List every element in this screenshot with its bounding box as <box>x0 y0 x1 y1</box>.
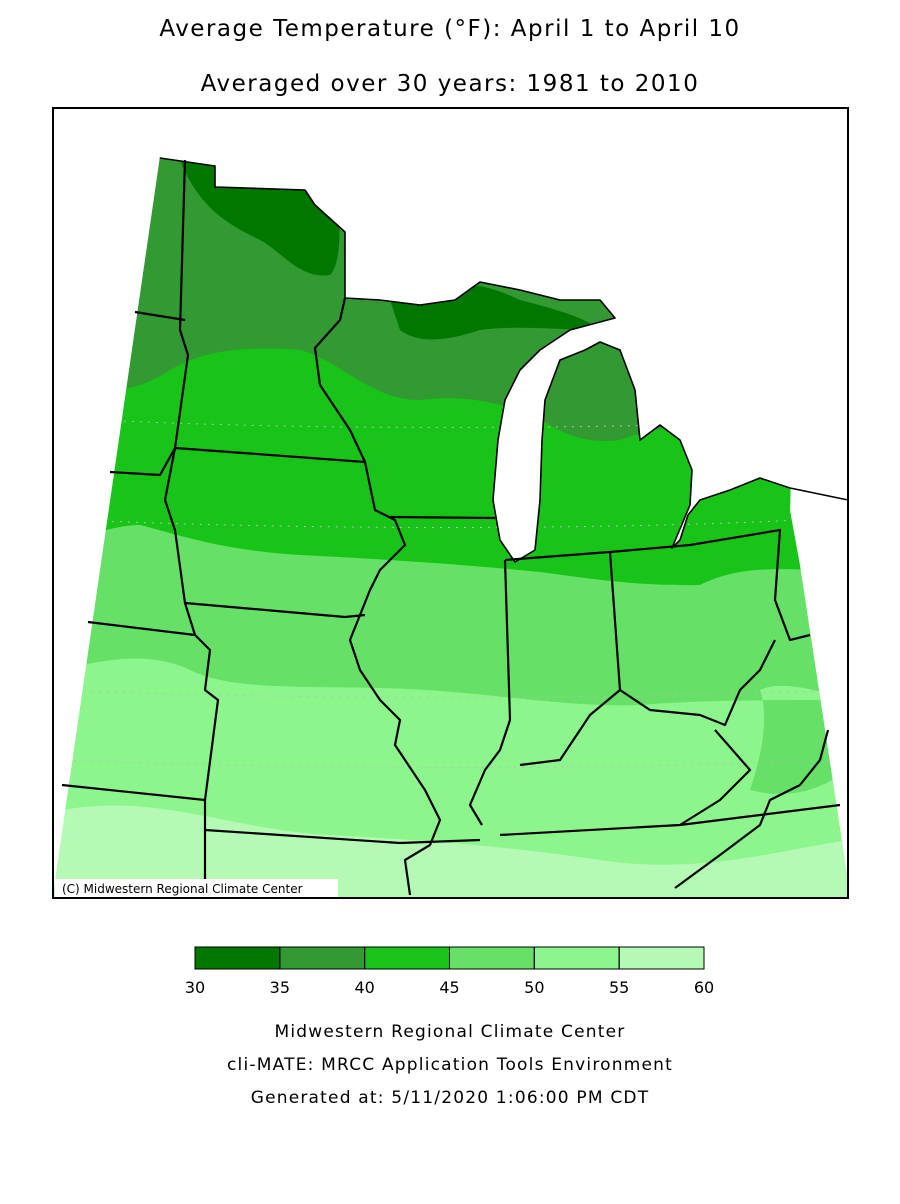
legend-label: 60 <box>694 978 714 997</box>
legend-label: 35 <box>270 978 290 997</box>
copyright: (C) Midwestern Regional Climate Center <box>62 882 303 896</box>
temperature-band <box>53 156 340 276</box>
graticule <box>57 419 848 768</box>
legend-swatch <box>533 946 620 970</box>
legend: 30 35 40 45 50 55 60 <box>185 946 714 997</box>
legend-swatch <box>194 946 281 970</box>
footer-line: Generated at: 5/11/2020 1:06:00 PM CDT <box>251 1088 650 1108</box>
legend-swatch <box>279 946 366 970</box>
legend-swatch <box>449 946 535 970</box>
legend-swatch <box>364 946 450 970</box>
map-frame <box>52 107 849 899</box>
copyright-box <box>55 879 338 897</box>
legend-label: 40 <box>354 978 374 997</box>
footer-line: Midwestern Regional Climate Center <box>275 1022 626 1042</box>
footer-line: cli-MATE: MRCC Application Tools Environ… <box>227 1055 673 1075</box>
legend-label: 45 <box>439 978 459 997</box>
outside-mask <box>790 500 848 898</box>
map-title: Average Temperature (°F): April 1 to Apr… <box>159 16 740 42</box>
legend-label: 30 <box>185 978 205 997</box>
legend-label: 50 <box>524 978 544 997</box>
legend-label: 55 <box>609 978 629 997</box>
legend-swatch <box>618 946 705 970</box>
map-subtitle: Averaged over 30 years: 1981 to 2010 <box>201 71 700 97</box>
state-boundaries <box>61 159 841 896</box>
